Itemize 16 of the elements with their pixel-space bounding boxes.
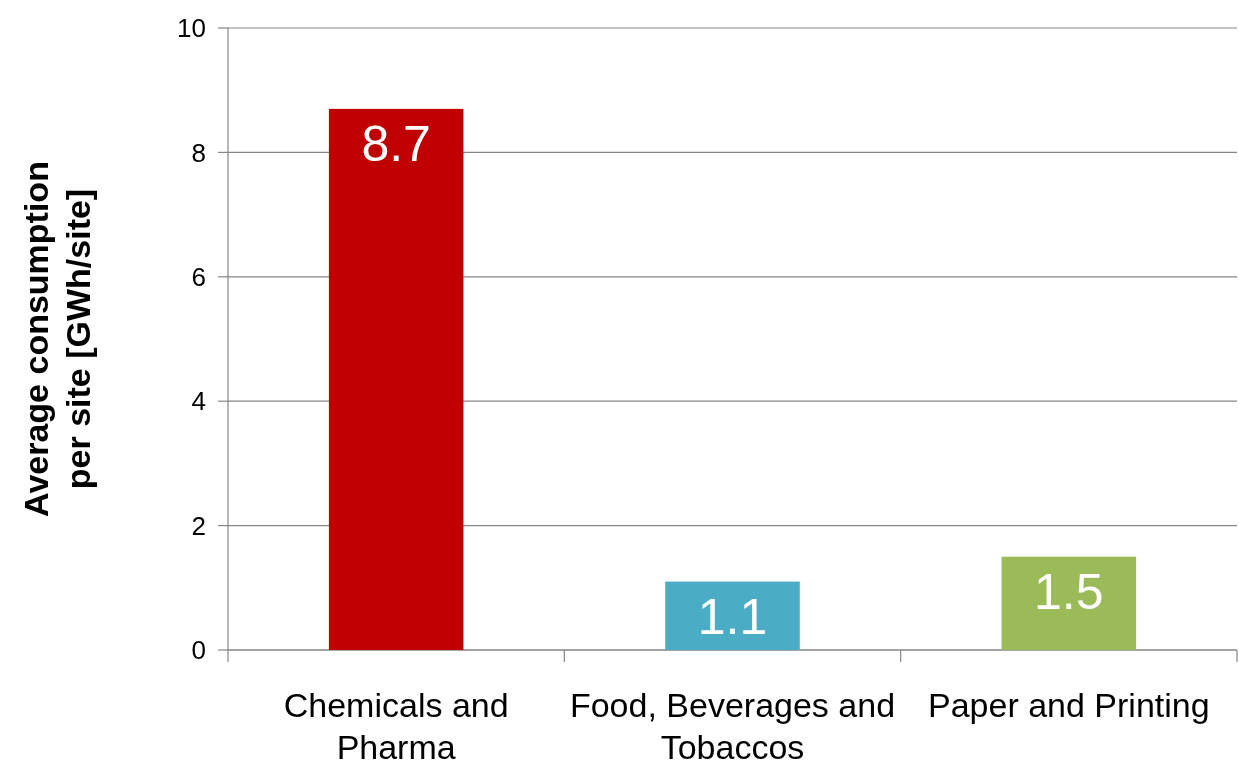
bar xyxy=(1001,556,1137,650)
y-tick-label: 2 xyxy=(191,510,206,541)
y-axis-title: Average consumption per site [GWh/site] xyxy=(17,161,97,517)
bar xyxy=(665,581,800,650)
y-tick-label: 4 xyxy=(191,386,206,417)
x-tick-label: Food, Beverages and Tobaccos xyxy=(569,686,896,766)
y-tick-label: 6 xyxy=(191,261,206,292)
y-tick-label: 8 xyxy=(191,137,206,168)
y-tick-label: 10 xyxy=(177,13,206,44)
data-label: 8.7 xyxy=(361,115,431,172)
x-tick-label: Paper and Printing xyxy=(928,686,1210,724)
data-label: 1.1 xyxy=(697,588,768,645)
bar xyxy=(328,108,464,650)
x-tick-label: Chemicals and Pharma xyxy=(283,686,509,766)
data-label: 1.5 xyxy=(1034,563,1104,620)
y-tick-label: 0 xyxy=(191,635,206,666)
